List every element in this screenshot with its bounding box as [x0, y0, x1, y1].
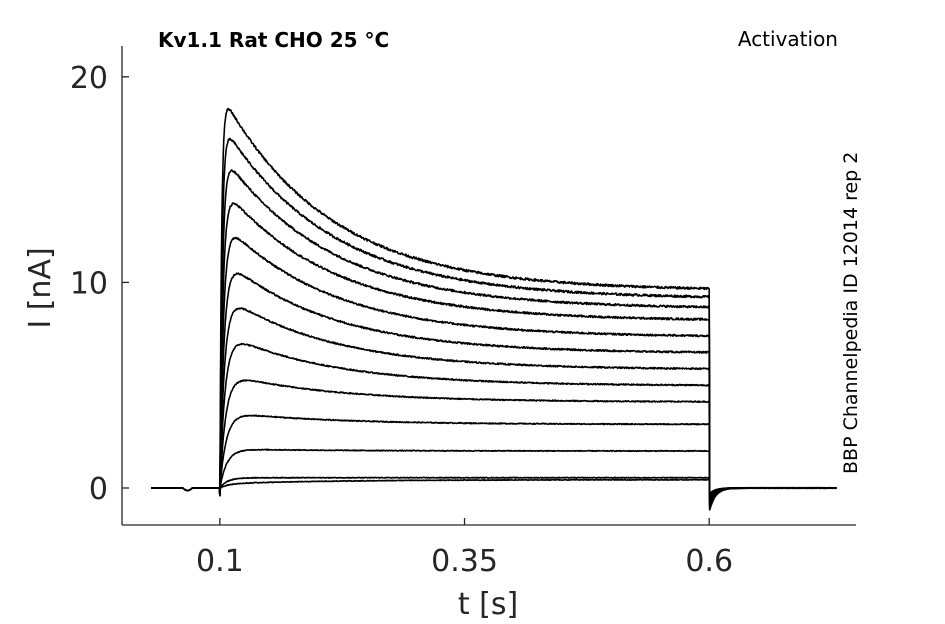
sweep-trace-10: [151, 202, 837, 507]
sweep-trace-13: [151, 107, 837, 511]
y-tick-label: 0: [89, 472, 108, 507]
x-ticks: 0.1 0.35 0.6: [196, 518, 733, 579]
chart-title: Kv1.1 Rat CHO 25 °C: [158, 28, 389, 52]
protocol-label: Activation: [738, 27, 838, 51]
sweep-trace-8: [151, 272, 837, 504]
sweep-trace-7: [151, 307, 838, 503]
sweep-trace-4: [151, 414, 837, 497]
y-tick-label: 20: [70, 61, 108, 96]
sweep-trace-9: [151, 236, 837, 506]
source-id-label: BBP Channelpedia ID 12014 rep 2: [840, 152, 862, 474]
sweep-traces: [151, 107, 838, 511]
y-axis-label: I [nA]: [23, 247, 58, 328]
y-tick-label: 10: [70, 266, 108, 301]
y-ticks: 0 10 20: [70, 61, 129, 507]
x-tick-label: 0.6: [685, 544, 733, 579]
x-tick-label: 0.1: [196, 544, 244, 579]
x-axis-label: t [s]: [458, 587, 518, 622]
sweep-trace-6: [151, 342, 837, 501]
x-tick-label: 0.35: [431, 544, 498, 579]
axes: [121, 46, 856, 526]
